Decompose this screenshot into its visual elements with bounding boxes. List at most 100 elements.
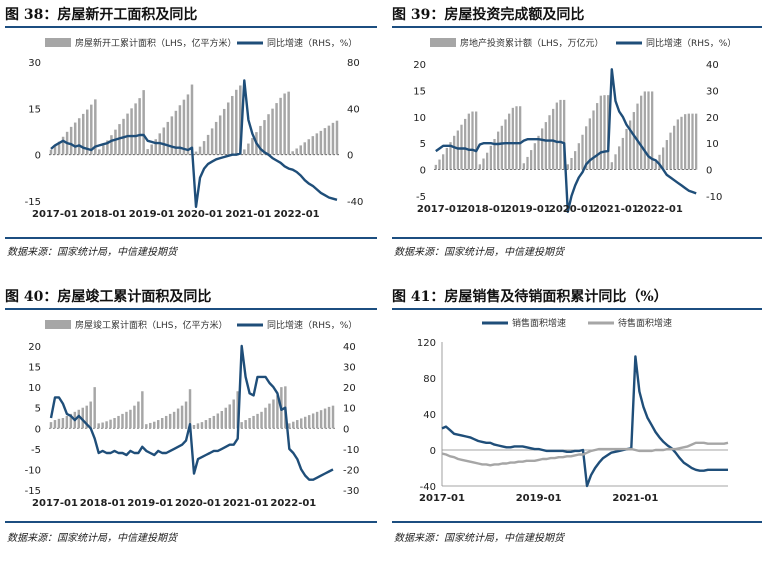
bar xyxy=(577,143,580,170)
bar xyxy=(331,122,335,155)
legend-bar-label: 房屋新开工累计面积（LHS，亿平方米） xyxy=(75,37,237,49)
bar xyxy=(192,424,196,429)
bar xyxy=(581,134,584,170)
bar xyxy=(493,138,496,170)
y-left-tick-label: 20 xyxy=(413,60,426,71)
bar xyxy=(65,415,69,429)
bar xyxy=(198,146,202,155)
chart-svg: 房屋新开工累计面积（LHS，亿平方米） 同比增速（RHS，%） 30 15 0 -15 80… xyxy=(25,37,364,220)
bar xyxy=(113,418,116,429)
y-right-tick-label: 0 xyxy=(343,424,349,435)
title-rule xyxy=(5,308,377,310)
bar xyxy=(180,405,184,429)
bar xyxy=(164,415,168,429)
series-line xyxy=(50,79,338,209)
bar xyxy=(106,140,109,155)
y-left-tick-label: 5 xyxy=(420,139,426,150)
bar xyxy=(311,136,315,155)
bar xyxy=(81,113,85,155)
bar xyxy=(319,130,323,155)
source-note: 数据来源：国家统计局，中信建投期货 xyxy=(394,247,564,258)
bar xyxy=(478,164,481,170)
bar xyxy=(133,405,136,429)
bar xyxy=(449,142,452,170)
bar xyxy=(110,135,113,155)
bar xyxy=(153,421,156,429)
bar xyxy=(456,130,459,170)
bar xyxy=(691,113,694,170)
bar xyxy=(137,401,140,429)
bar xyxy=(94,99,97,155)
bar xyxy=(599,95,602,170)
bar xyxy=(489,145,492,170)
bar xyxy=(256,413,259,429)
y-right-tick-label: -20 xyxy=(343,465,359,476)
title-rule xyxy=(392,26,762,28)
x-tick-label: 2022-01 xyxy=(274,209,320,220)
bar xyxy=(684,114,687,170)
bar xyxy=(168,413,172,429)
x-tick-label: 2020-01 xyxy=(549,204,595,215)
bar xyxy=(299,145,302,155)
bar xyxy=(204,420,208,429)
bar xyxy=(311,413,315,429)
bar xyxy=(460,124,463,170)
x-tick-label: 2017-01 xyxy=(417,204,463,215)
bar xyxy=(585,126,588,170)
bar xyxy=(174,110,178,155)
bar xyxy=(176,408,180,429)
y-left-tick-label: -15 xyxy=(25,197,41,208)
y-right-tick-label: 0 xyxy=(347,151,353,162)
x-tick-label: 2018-01 xyxy=(80,209,126,220)
bar xyxy=(216,413,220,429)
bar xyxy=(90,104,93,155)
bar xyxy=(610,162,613,170)
bar xyxy=(49,149,53,155)
bar xyxy=(145,424,148,429)
x-tick-label: 2017-01 xyxy=(32,498,78,509)
y-left-tick-label: 5 xyxy=(35,404,41,415)
bar xyxy=(236,391,239,429)
bar xyxy=(680,116,683,170)
bar xyxy=(172,411,176,429)
bar xyxy=(214,121,218,155)
x-tick-label: 2017-01 xyxy=(419,493,465,504)
bar xyxy=(61,136,65,155)
bar xyxy=(292,421,295,429)
bar xyxy=(85,405,88,429)
bar xyxy=(105,421,108,429)
bar xyxy=(239,85,242,155)
bar xyxy=(69,126,73,155)
bar xyxy=(190,84,194,155)
bar xyxy=(61,418,65,429)
bar xyxy=(563,99,566,170)
chart-svg: 房屋竣工累计面积（LHS，亿平方米） 同比增速（RHS，%） 20 15 10 5 0 -5 -… xyxy=(25,319,360,509)
bar xyxy=(669,132,672,170)
bar xyxy=(200,422,204,429)
source-note: 数据来源：国家统计局，中信建投期货 xyxy=(7,533,177,544)
bar xyxy=(438,159,441,170)
bar xyxy=(228,404,231,429)
bar xyxy=(188,389,192,429)
bar xyxy=(275,103,278,155)
y-right-tick-label: 0 xyxy=(706,166,712,177)
bar xyxy=(247,143,250,155)
bar xyxy=(264,407,267,429)
y-right-tick-label: 40 xyxy=(347,104,360,115)
bar xyxy=(559,99,562,170)
bar xyxy=(453,135,456,170)
bar xyxy=(327,125,331,155)
bar xyxy=(566,164,569,170)
chart-panel-fig39: 图 39：房屋投资完成额及同比 房地产投资累计额（LHS，万亿元） 同比增速（RH… xyxy=(392,4,762,260)
bar xyxy=(673,125,676,170)
bar xyxy=(184,401,188,429)
bar xyxy=(194,151,198,155)
bar xyxy=(49,422,53,429)
bar xyxy=(81,407,84,429)
x-tick-label: 2019-01 xyxy=(516,493,562,504)
title-rule xyxy=(5,26,377,28)
series-line xyxy=(441,441,729,467)
bar xyxy=(570,157,573,170)
y-tick-label: -40 xyxy=(420,482,436,493)
